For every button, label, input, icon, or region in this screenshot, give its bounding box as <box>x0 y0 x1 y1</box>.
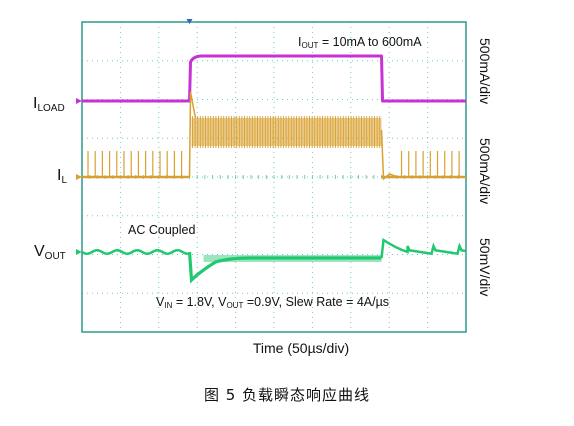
label-il: IL <box>57 167 67 186</box>
scale-vout: 50mV/div <box>477 238 493 296</box>
iload-marker-icon <box>76 98 82 104</box>
scale-il: 500mA/div <box>477 138 493 204</box>
figure-caption: 图 5 负载瞬态响应曲线 <box>0 384 574 405</box>
x-axis-label: Time (50µs/div) <box>176 340 426 356</box>
vout-ripple-band <box>204 255 382 262</box>
label-iload: ILOAD <box>33 95 65 114</box>
scale-iload: 500mA/div <box>477 38 493 104</box>
il-marker-icon <box>76 174 82 180</box>
vout-marker-icon <box>76 249 82 255</box>
annotation-ac-coupled: AC Coupled <box>128 223 195 237</box>
label-vout: VOUT <box>34 243 66 262</box>
annotation-conditions: VIN = 1.8V, VOUT =0.9V, Slew Rate = 4A/µ… <box>156 295 389 310</box>
